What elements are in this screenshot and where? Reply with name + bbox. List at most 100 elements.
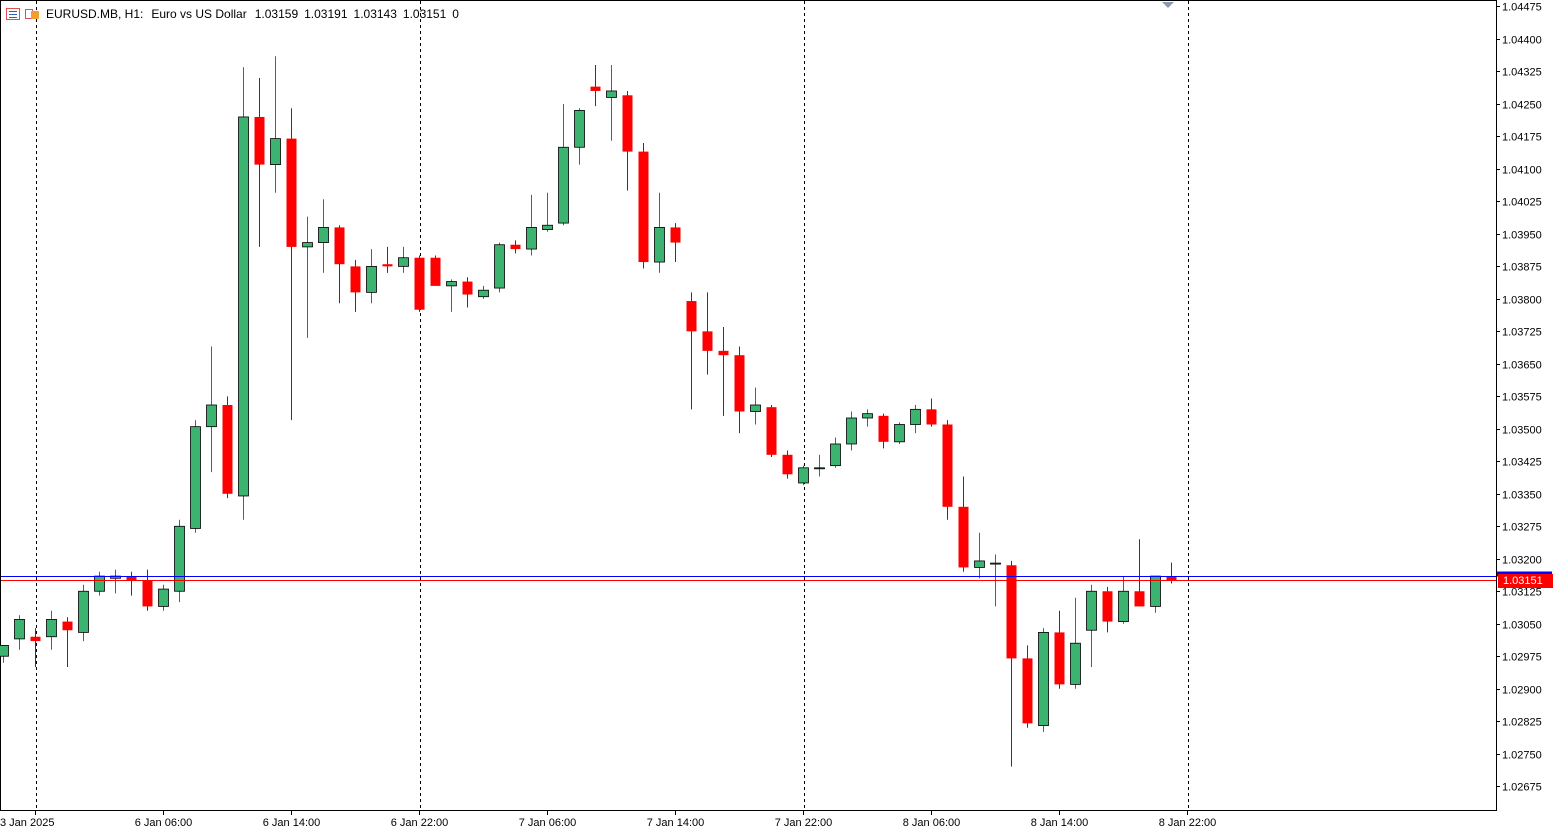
candle: [814, 454, 825, 477]
y-tick-label: 1.04100: [1502, 165, 1542, 177]
candle-body: [382, 264, 393, 267]
candle-body: [190, 426, 201, 529]
candle-body: [718, 350, 729, 356]
candle: [190, 420, 201, 533]
candle-body: [1054, 632, 1065, 685]
candle-body: [862, 413, 873, 419]
candle-body: [302, 242, 313, 248]
candle-body: [750, 404, 761, 412]
candle: [78, 584, 89, 642]
candle: [654, 192, 665, 273]
x-tick-label: 8 Jan 22:00: [1159, 817, 1217, 829]
candle-body: [974, 560, 985, 568]
candle: [606, 64, 617, 141]
candle-body: [606, 90, 617, 98]
candle-body: [926, 409, 937, 425]
x-tick-label: 6 Jan 22:00: [391, 817, 449, 829]
candle-body: [638, 151, 649, 263]
candle: [782, 450, 793, 479]
candle: [398, 246, 409, 273]
candle-body: [878, 415, 889, 442]
candle-body: [0, 645, 9, 657]
chart-header: EURUSD.MB, H1: Euro vs US Dollar 1.03159…: [6, 4, 463, 24]
candle-body: [398, 257, 409, 267]
price-lines: [1, 576, 1496, 581]
candle-body: [526, 227, 537, 250]
candle: [542, 192, 553, 232]
candle: [1054, 610, 1065, 689]
candle-body: [1038, 632, 1049, 726]
candle-body: [270, 138, 281, 165]
y-tick-label: 1.03200: [1502, 555, 1542, 567]
candle-body: [430, 257, 441, 286]
candle-body: [366, 265, 377, 293]
candle-body: [958, 506, 969, 568]
candle-body: [910, 408, 921, 425]
candle-body: [1022, 658, 1033, 724]
candle: [766, 405, 777, 457]
candle: [718, 327, 729, 416]
candle-body: [1102, 591, 1113, 622]
candle-body: [286, 138, 297, 247]
y-tick-label: 1.03275: [1502, 522, 1542, 534]
plot-area[interactable]: [0, 0, 1497, 811]
y-tick-label: 1.04325: [1502, 67, 1542, 79]
candle: [734, 346, 745, 434]
candle: [958, 476, 969, 572]
y-tick-label: 1.04400: [1502, 35, 1542, 47]
x-tick-label: 3 Jan 2025: [0, 817, 54, 829]
candle-body: [94, 575, 105, 592]
y-tick-label: 1.03950: [1502, 230, 1542, 242]
candle: [974, 532, 985, 579]
candle-body: [30, 636, 41, 642]
candle-body: [238, 116, 249, 497]
candle-body: [254, 116, 265, 165]
candle: [206, 346, 217, 473]
y-tick-label: 1.04475: [1502, 2, 1542, 14]
y-tick-label: 1.02825: [1502, 717, 1542, 729]
candle-body: [574, 110, 585, 148]
price-axis[interactable]: 1.04475 1.04400 1.04325 1.04250 1.04175 1.041…: [1496, 2, 1552, 794]
y-tick-label: 1.03650: [1502, 360, 1542, 372]
ohlc-open: 1.03159: [254, 7, 299, 21]
x-tick-label: 7 Jan 06:00: [519, 817, 577, 829]
candle-body: [1006, 565, 1017, 659]
candle: [702, 292, 713, 375]
candle: [382, 246, 393, 273]
time-axis[interactable]: 3 Jan 2025 6 Jan 06:00 6 Jan 14:00 6 Jan 22…: [0, 810, 1216, 829]
candle-body: [814, 467, 825, 470]
candle-body: [1086, 590, 1097, 631]
candle: [1038, 628, 1049, 733]
candle-body: [462, 281, 473, 295]
candle: [446, 279, 457, 312]
x-tick-label: 6 Jan 14:00: [263, 817, 321, 829]
candle: [302, 216, 313, 338]
candle: [926, 398, 937, 427]
candle-body: [446, 281, 457, 287]
candle: [350, 259, 361, 312]
chart-list-icon[interactable]: [6, 8, 20, 20]
candle: [590, 64, 601, 107]
candle: [494, 242, 505, 293]
candle: [686, 292, 697, 410]
y-tick-label: 1.03875: [1502, 262, 1542, 274]
candle: [510, 240, 521, 254]
x-tick-label: 8 Jan 06:00: [903, 817, 961, 829]
candle-body: [1070, 642, 1081, 685]
candle-body: [654, 227, 665, 263]
candle: [1134, 539, 1145, 607]
candle: [910, 405, 921, 434]
y-tick-label: 1.04250: [1502, 100, 1542, 112]
candle: [622, 90, 633, 191]
candle: [62, 617, 73, 668]
candle: [798, 465, 809, 486]
period-separators: [36, 1, 1189, 810]
candle-body: [158, 588, 169, 607]
candle-body: [622, 95, 633, 152]
chart-shift-marker[interactable]: [1162, 2, 1174, 8]
candle: [30, 628, 41, 668]
candle-body: [334, 227, 345, 265]
candle-body: [542, 224, 553, 230]
algo-trading-icon[interactable]: [24, 8, 40, 20]
